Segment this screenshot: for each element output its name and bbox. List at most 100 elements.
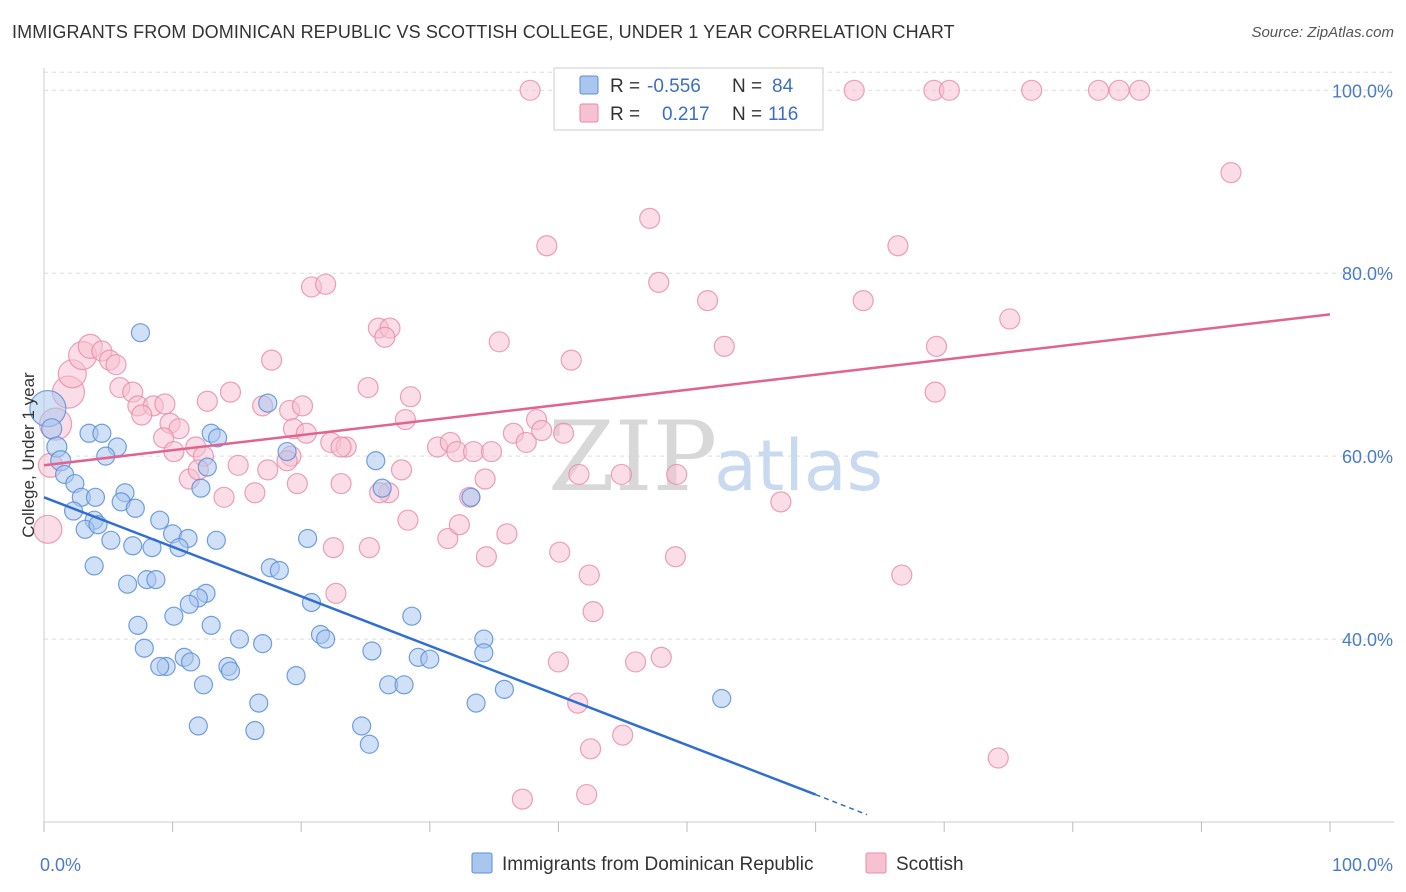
y-tick-labels: 40.0% 60.0% 80.0% 100.0% bbox=[1332, 81, 1393, 650]
dominican-point-30 bbox=[146, 570, 166, 590]
scottish-point-70 bbox=[531, 419, 553, 442]
bottom-legend-swatch-pink bbox=[865, 852, 887, 874]
scottish-point-80 bbox=[664, 546, 687, 568]
scottish-point-75 bbox=[582, 601, 604, 623]
dominican-point-61 bbox=[269, 560, 289, 581]
scottish-point-64 bbox=[474, 468, 496, 490]
bottom-legend-label-blue: Immigrants from Dominican Republic bbox=[502, 854, 814, 875]
dominican-point-38 bbox=[253, 634, 273, 654]
y-axis-label: College, Under 1 year bbox=[19, 372, 38, 538]
dominican-point-65 bbox=[362, 641, 382, 661]
series-dominican-points bbox=[29, 323, 732, 754]
dominican-trend-extension bbox=[815, 793, 868, 816]
dominican-point-66 bbox=[402, 606, 422, 626]
x-tick-label-1: 100.0% bbox=[1332, 855, 1393, 875]
scottish-point-109 bbox=[579, 738, 602, 760]
dominican-point-23 bbox=[101, 530, 121, 550]
scottish-point-113 bbox=[891, 564, 913, 586]
scottish-point-103 bbox=[322, 537, 344, 559]
scottish-point-68 bbox=[515, 431, 537, 454]
dominican-point-11 bbox=[85, 487, 106, 507]
scottish-point-89 bbox=[852, 290, 874, 312]
axes bbox=[43, 68, 1394, 832]
scottish-point-104 bbox=[547, 651, 570, 673]
scottish-point-29 bbox=[196, 390, 218, 412]
scottish-point-14 bbox=[154, 393, 176, 415]
scottish-point-114 bbox=[330, 436, 352, 458]
dominican-point-49 bbox=[245, 720, 265, 741]
dominican-point-7 bbox=[92, 423, 112, 443]
bottom-legend-label-pink: Scottish bbox=[896, 854, 964, 875]
scottish-point-95 bbox=[999, 308, 1021, 330]
scottish-point-52 bbox=[397, 509, 419, 531]
scottish-point-17 bbox=[168, 418, 190, 440]
y-tick-label-1: 60.0% bbox=[1342, 447, 1393, 467]
scottish-point-106 bbox=[650, 646, 672, 668]
watermark: ZIP atlas bbox=[548, 401, 883, 513]
scottish-point-78 bbox=[519, 79, 541, 101]
correlation-legend: R = -0.556 N = 84 R = 0.217 N = 116 bbox=[553, 67, 824, 131]
dominican-point-79 bbox=[208, 428, 228, 448]
scottish-point-24 bbox=[213, 486, 235, 508]
watermark-atlas: atlas bbox=[714, 425, 883, 507]
scottish-point-108 bbox=[612, 724, 634, 746]
legend-box bbox=[553, 67, 824, 131]
dominican-point-27 bbox=[84, 556, 104, 576]
dominican-point-37 bbox=[229, 629, 250, 649]
scottish-point-88 bbox=[843, 79, 865, 101]
dominican-point-64 bbox=[316, 629, 336, 649]
scottish-point-25 bbox=[227, 454, 249, 476]
scottish-point-81 bbox=[666, 463, 688, 486]
dominican-point-78 bbox=[461, 487, 481, 507]
y-tick-label-0: 40.0% bbox=[1342, 630, 1393, 650]
scottish-point-66 bbox=[488, 331, 510, 353]
dominican-point-59 bbox=[298, 528, 318, 549]
scottish-point-84 bbox=[696, 290, 719, 312]
dominican-point-24 bbox=[123, 536, 143, 556]
scottish-point-111 bbox=[576, 783, 598, 806]
scottish-point-102 bbox=[924, 381, 946, 403]
scottish-point-76 bbox=[560, 349, 582, 371]
scottish-point-53 bbox=[358, 537, 380, 559]
scottish-point-99 bbox=[1220, 162, 1242, 184]
dominican-point-51 bbox=[130, 323, 151, 343]
chart-source: Source: ZipAtlas.com bbox=[1251, 24, 1394, 41]
dominican-point-72 bbox=[394, 675, 414, 695]
dominican-point-50 bbox=[188, 716, 208, 736]
legend-swatch-blue bbox=[579, 75, 599, 95]
scottish-point-49 bbox=[394, 408, 416, 431]
scottish-point-74 bbox=[578, 564, 600, 586]
dominican-point-68 bbox=[420, 649, 440, 669]
scottish-point-59 bbox=[480, 440, 503, 463]
trend-lines bbox=[43, 313, 1331, 816]
scottish-point-82 bbox=[639, 207, 661, 229]
bottom-legend-swatch-blue bbox=[471, 852, 493, 874]
scottish-point-97 bbox=[1108, 79, 1130, 101]
scottish-point-85 bbox=[713, 335, 735, 357]
scottish-point-46 bbox=[374, 326, 396, 348]
scottish-point-90 bbox=[770, 491, 792, 513]
scottish-point-27 bbox=[257, 459, 279, 481]
dominican-point-36 bbox=[201, 615, 221, 635]
dominican-point-52 bbox=[258, 393, 278, 413]
scottish-point-0 bbox=[33, 514, 63, 544]
scottish-point-71 bbox=[552, 422, 575, 444]
scottish-point-61 bbox=[448, 514, 470, 536]
watermark-zip: ZIP bbox=[548, 401, 717, 513]
scottish-point-48 bbox=[399, 386, 422, 408]
legend-r-value-blue: -0.556 bbox=[647, 76, 701, 97]
scottish-point-31 bbox=[261, 349, 283, 371]
series-legend: Immigrants from Dominican Republic Scott… bbox=[471, 852, 964, 875]
scottish-trend-line bbox=[43, 313, 1331, 467]
scottish-point-101 bbox=[887, 235, 909, 257]
scottish-point-105 bbox=[624, 651, 647, 673]
scottish-point-77 bbox=[536, 235, 558, 257]
scottish-point-33 bbox=[291, 395, 314, 417]
dominican-point-57 bbox=[366, 451, 386, 471]
legend-n-label-pink: N = bbox=[732, 104, 762, 125]
dominican-trend-line bbox=[43, 496, 817, 796]
dominican-point-45 bbox=[220, 661, 241, 681]
dominican-point-34 bbox=[164, 606, 184, 626]
x-tick-labels: 0.0% 100.0% bbox=[40, 855, 1393, 875]
scottish-point-73 bbox=[549, 541, 571, 563]
